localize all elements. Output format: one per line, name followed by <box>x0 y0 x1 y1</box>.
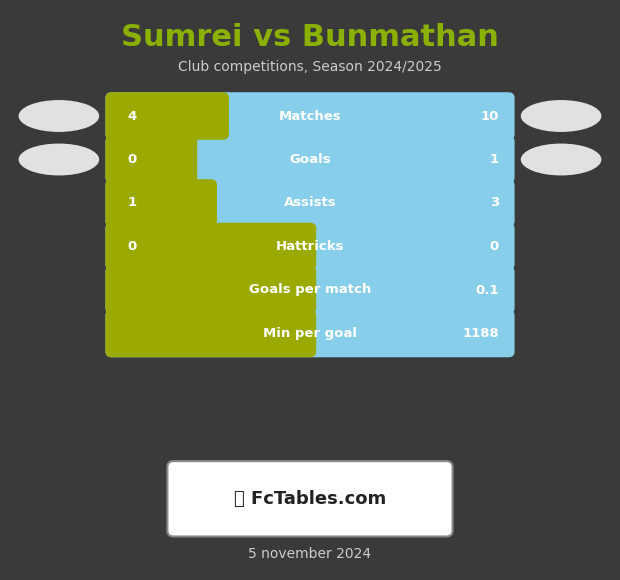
Text: 0: 0 <box>127 240 136 253</box>
FancyBboxPatch shape <box>105 179 217 227</box>
Text: 1: 1 <box>127 197 136 209</box>
Text: Matches: Matches <box>278 110 342 122</box>
FancyBboxPatch shape <box>105 179 515 227</box>
Text: 5 november 2024: 5 november 2024 <box>249 547 371 561</box>
FancyBboxPatch shape <box>105 92 229 140</box>
Text: Assists: Assists <box>284 197 336 209</box>
Text: Goals: Goals <box>289 153 331 166</box>
Ellipse shape <box>521 100 601 132</box>
FancyBboxPatch shape <box>167 461 453 536</box>
FancyBboxPatch shape <box>105 136 515 183</box>
Text: Goals per match: Goals per match <box>249 284 371 296</box>
Text: 10: 10 <box>480 110 499 122</box>
Text: 0: 0 <box>127 153 136 166</box>
FancyBboxPatch shape <box>105 136 197 183</box>
FancyBboxPatch shape <box>105 223 515 270</box>
Text: 0: 0 <box>490 240 499 253</box>
FancyBboxPatch shape <box>105 223 316 270</box>
Text: Club competitions, Season 2024/2025: Club competitions, Season 2024/2025 <box>178 60 442 74</box>
Text: 🏦 FcTables.com: 🏦 FcTables.com <box>234 490 386 508</box>
FancyBboxPatch shape <box>105 310 515 357</box>
Ellipse shape <box>19 100 99 132</box>
Text: 3: 3 <box>490 197 499 209</box>
FancyBboxPatch shape <box>105 266 515 314</box>
FancyBboxPatch shape <box>105 92 515 140</box>
Text: 4: 4 <box>127 110 136 122</box>
Text: 1188: 1188 <box>463 327 499 340</box>
Text: 1: 1 <box>490 153 499 166</box>
Text: Sumrei vs Bunmathan: Sumrei vs Bunmathan <box>121 23 499 52</box>
FancyBboxPatch shape <box>105 310 316 357</box>
Text: Hattricks: Hattricks <box>276 240 344 253</box>
Ellipse shape <box>521 143 601 175</box>
Text: Min per goal: Min per goal <box>263 327 357 340</box>
Text: 0.1: 0.1 <box>476 284 499 296</box>
Ellipse shape <box>19 143 99 175</box>
FancyBboxPatch shape <box>105 266 316 314</box>
